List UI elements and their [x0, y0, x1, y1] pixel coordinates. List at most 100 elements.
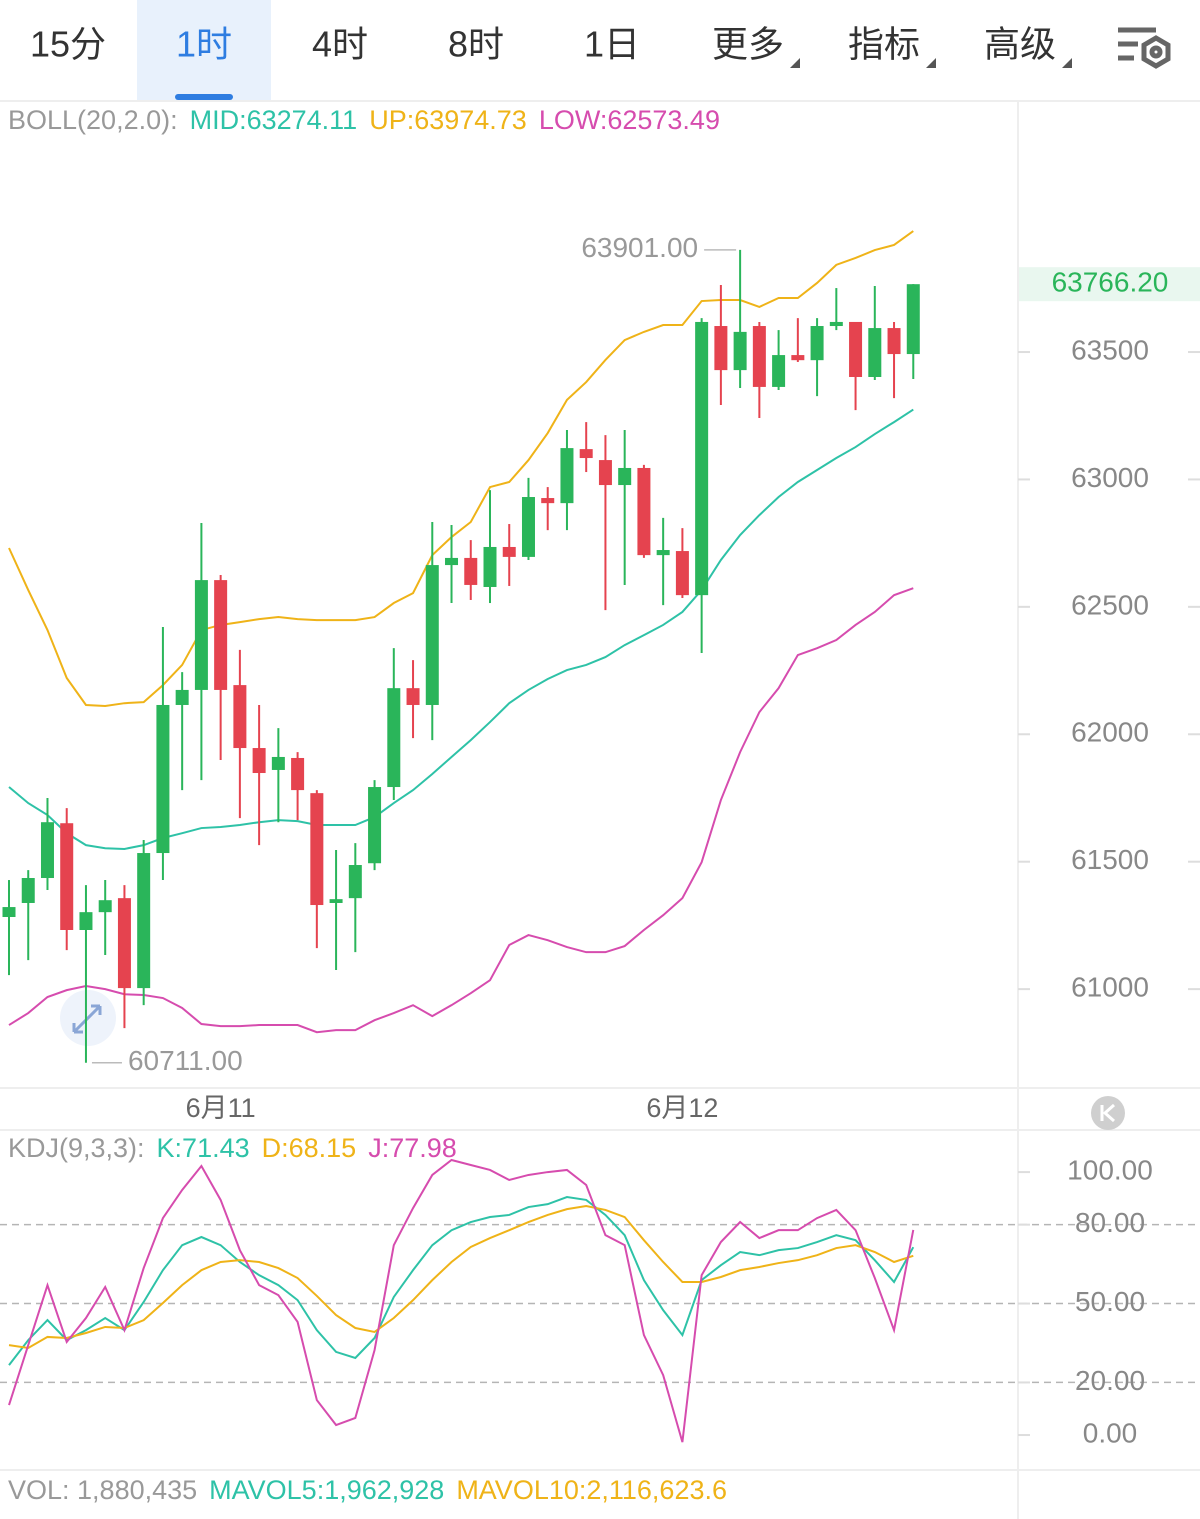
candle-body [291, 757, 305, 791]
candle-body [21, 878, 35, 903]
tab[interactable]: 8时 [448, 24, 504, 65]
indicator-line [8, 230, 914, 707]
candle-body [906, 284, 920, 355]
tab[interactable]: 1时 [176, 24, 232, 65]
legend-entry: UP:63974.73 [369, 105, 527, 135]
candle-body [868, 328, 882, 377]
indicator-label: BOLL(20,2.0): [8, 105, 178, 135]
legend-entry: LOW:62573.49 [539, 105, 720, 135]
y-tick-label: 63500 [1071, 334, 1149, 365]
active-tab-indicator [175, 94, 233, 100]
candle-body [194, 580, 208, 690]
candle-body [60, 823, 74, 930]
candle-body [637, 467, 651, 556]
candle-body [310, 793, 324, 906]
candle-body [137, 853, 151, 989]
price-panel: BOLL(20,2.0): MID:63274.11 UP:63974.73 LOW:… [2, 105, 1200, 1123]
tab[interactable]: 指标 [848, 24, 920, 65]
tab[interactable]: 15分 [30, 24, 106, 65]
dropdown-arrow [790, 58, 801, 68]
y-tick-label: 0.00 [1083, 1417, 1138, 1448]
kline-switch-button[interactable] [1091, 1096, 1125, 1130]
indicator-line [8, 1158, 915, 1443]
tab[interactable]: 更多 [712, 24, 784, 65]
candle-body [98, 900, 112, 913]
candle-body [175, 689, 189, 705]
candle-body [79, 912, 93, 930]
candle-body [618, 467, 632, 486]
y-tick-label: 63000 [1071, 462, 1149, 493]
kdj-panel: 100.00 80.00 50.00 20.00 0.00 KDJ(9,3,3): K:71… [0, 1133, 1200, 1448]
settings-icon[interactable] [1118, 27, 1171, 69]
candle-body [368, 787, 382, 864]
y-tick-label: 80.00 [1075, 1207, 1145, 1238]
last-price-label: 63766.20 [1052, 267, 1169, 298]
candle-body [387, 688, 401, 788]
candle-body [425, 565, 439, 705]
candle-body [714, 326, 728, 371]
active-tab-bg [137, 0, 271, 100]
legend-entry: D:68.15 [262, 1133, 357, 1163]
y-tick-label: 62500 [1071, 589, 1149, 620]
volume-label: VOL: 1,880,435 [8, 1475, 197, 1505]
x-tick-label: 6月11 [186, 1093, 256, 1123]
mavol5-label: MAVOL5:1,962,928 [209, 1475, 444, 1505]
tab[interactable]: 4时 [312, 24, 368, 65]
x-tick-label: 6月12 [646, 1093, 718, 1123]
candle-body [117, 898, 131, 989]
candle-body [406, 688, 420, 705]
candle-body [2, 907, 16, 918]
tab[interactable]: 高级 [984, 24, 1056, 65]
candle-body [233, 685, 247, 749]
candle-body [772, 355, 786, 387]
candle-body [579, 449, 593, 459]
candle-body [695, 321, 709, 596]
candle-body [348, 865, 362, 899]
candle-body [849, 321, 863, 377]
candle-body [502, 546, 516, 557]
y-tick-label: 62000 [1071, 717, 1149, 748]
candle-body [40, 822, 54, 879]
candle-body [560, 448, 574, 504]
y-tick-label: 20.00 [1075, 1365, 1145, 1396]
extreme-label: 60711.00 [128, 1045, 243, 1076]
y-tick-label: 100.00 [1067, 1154, 1153, 1185]
candle-body [252, 748, 266, 774]
candle-body [675, 551, 689, 596]
candle-body [733, 331, 747, 371]
candle-body [887, 328, 901, 355]
legend-entry: J:77.98 [368, 1133, 457, 1163]
last-price-tag [1019, 267, 1200, 302]
indicator-line [8, 587, 914, 1034]
candle-body [656, 550, 670, 556]
legend-entry: MID:63274.11 [190, 105, 358, 135]
y-tick-label: 50.00 [1075, 1286, 1145, 1317]
candle-body [271, 756, 285, 770]
candle-body [445, 557, 459, 566]
dropdown-arrow [1062, 58, 1073, 68]
candle-body [810, 326, 824, 361]
tab-bar: 15分 1时 4时 8时 1日 更多 指标 高级 [30, 0, 1073, 100]
candle-body [791, 355, 805, 361]
indicator-label: KDJ(9,3,3): [8, 1133, 145, 1163]
candle-body [598, 460, 612, 486]
candle-body [483, 546, 497, 587]
candle-body [464, 557, 478, 585]
candle-body [521, 497, 535, 557]
candle-body [156, 704, 170, 854]
extreme-label: 63901.00 [581, 232, 698, 263]
y-tick-label: 61500 [1071, 844, 1149, 875]
candle-body [214, 580, 228, 690]
dropdown-arrow [926, 58, 937, 68]
y-tick-label: 61000 [1071, 972, 1149, 1003]
indicator-line [8, 1204, 914, 1350]
tab[interactable]: 1日 [584, 24, 640, 65]
legend-entry: K:71.43 [157, 1133, 250, 1163]
expand-button[interactable] [60, 990, 116, 1046]
indicator-line [8, 1196, 915, 1366]
volume-header: VOL: 1,880,435 MAVOL5:1,962,928 MAVOL10:… [8, 1475, 727, 1505]
candle-body [541, 498, 555, 504]
candle-body [829, 321, 843, 327]
mavol10-label: MAVOL10:2,116,623.6 [456, 1475, 727, 1505]
